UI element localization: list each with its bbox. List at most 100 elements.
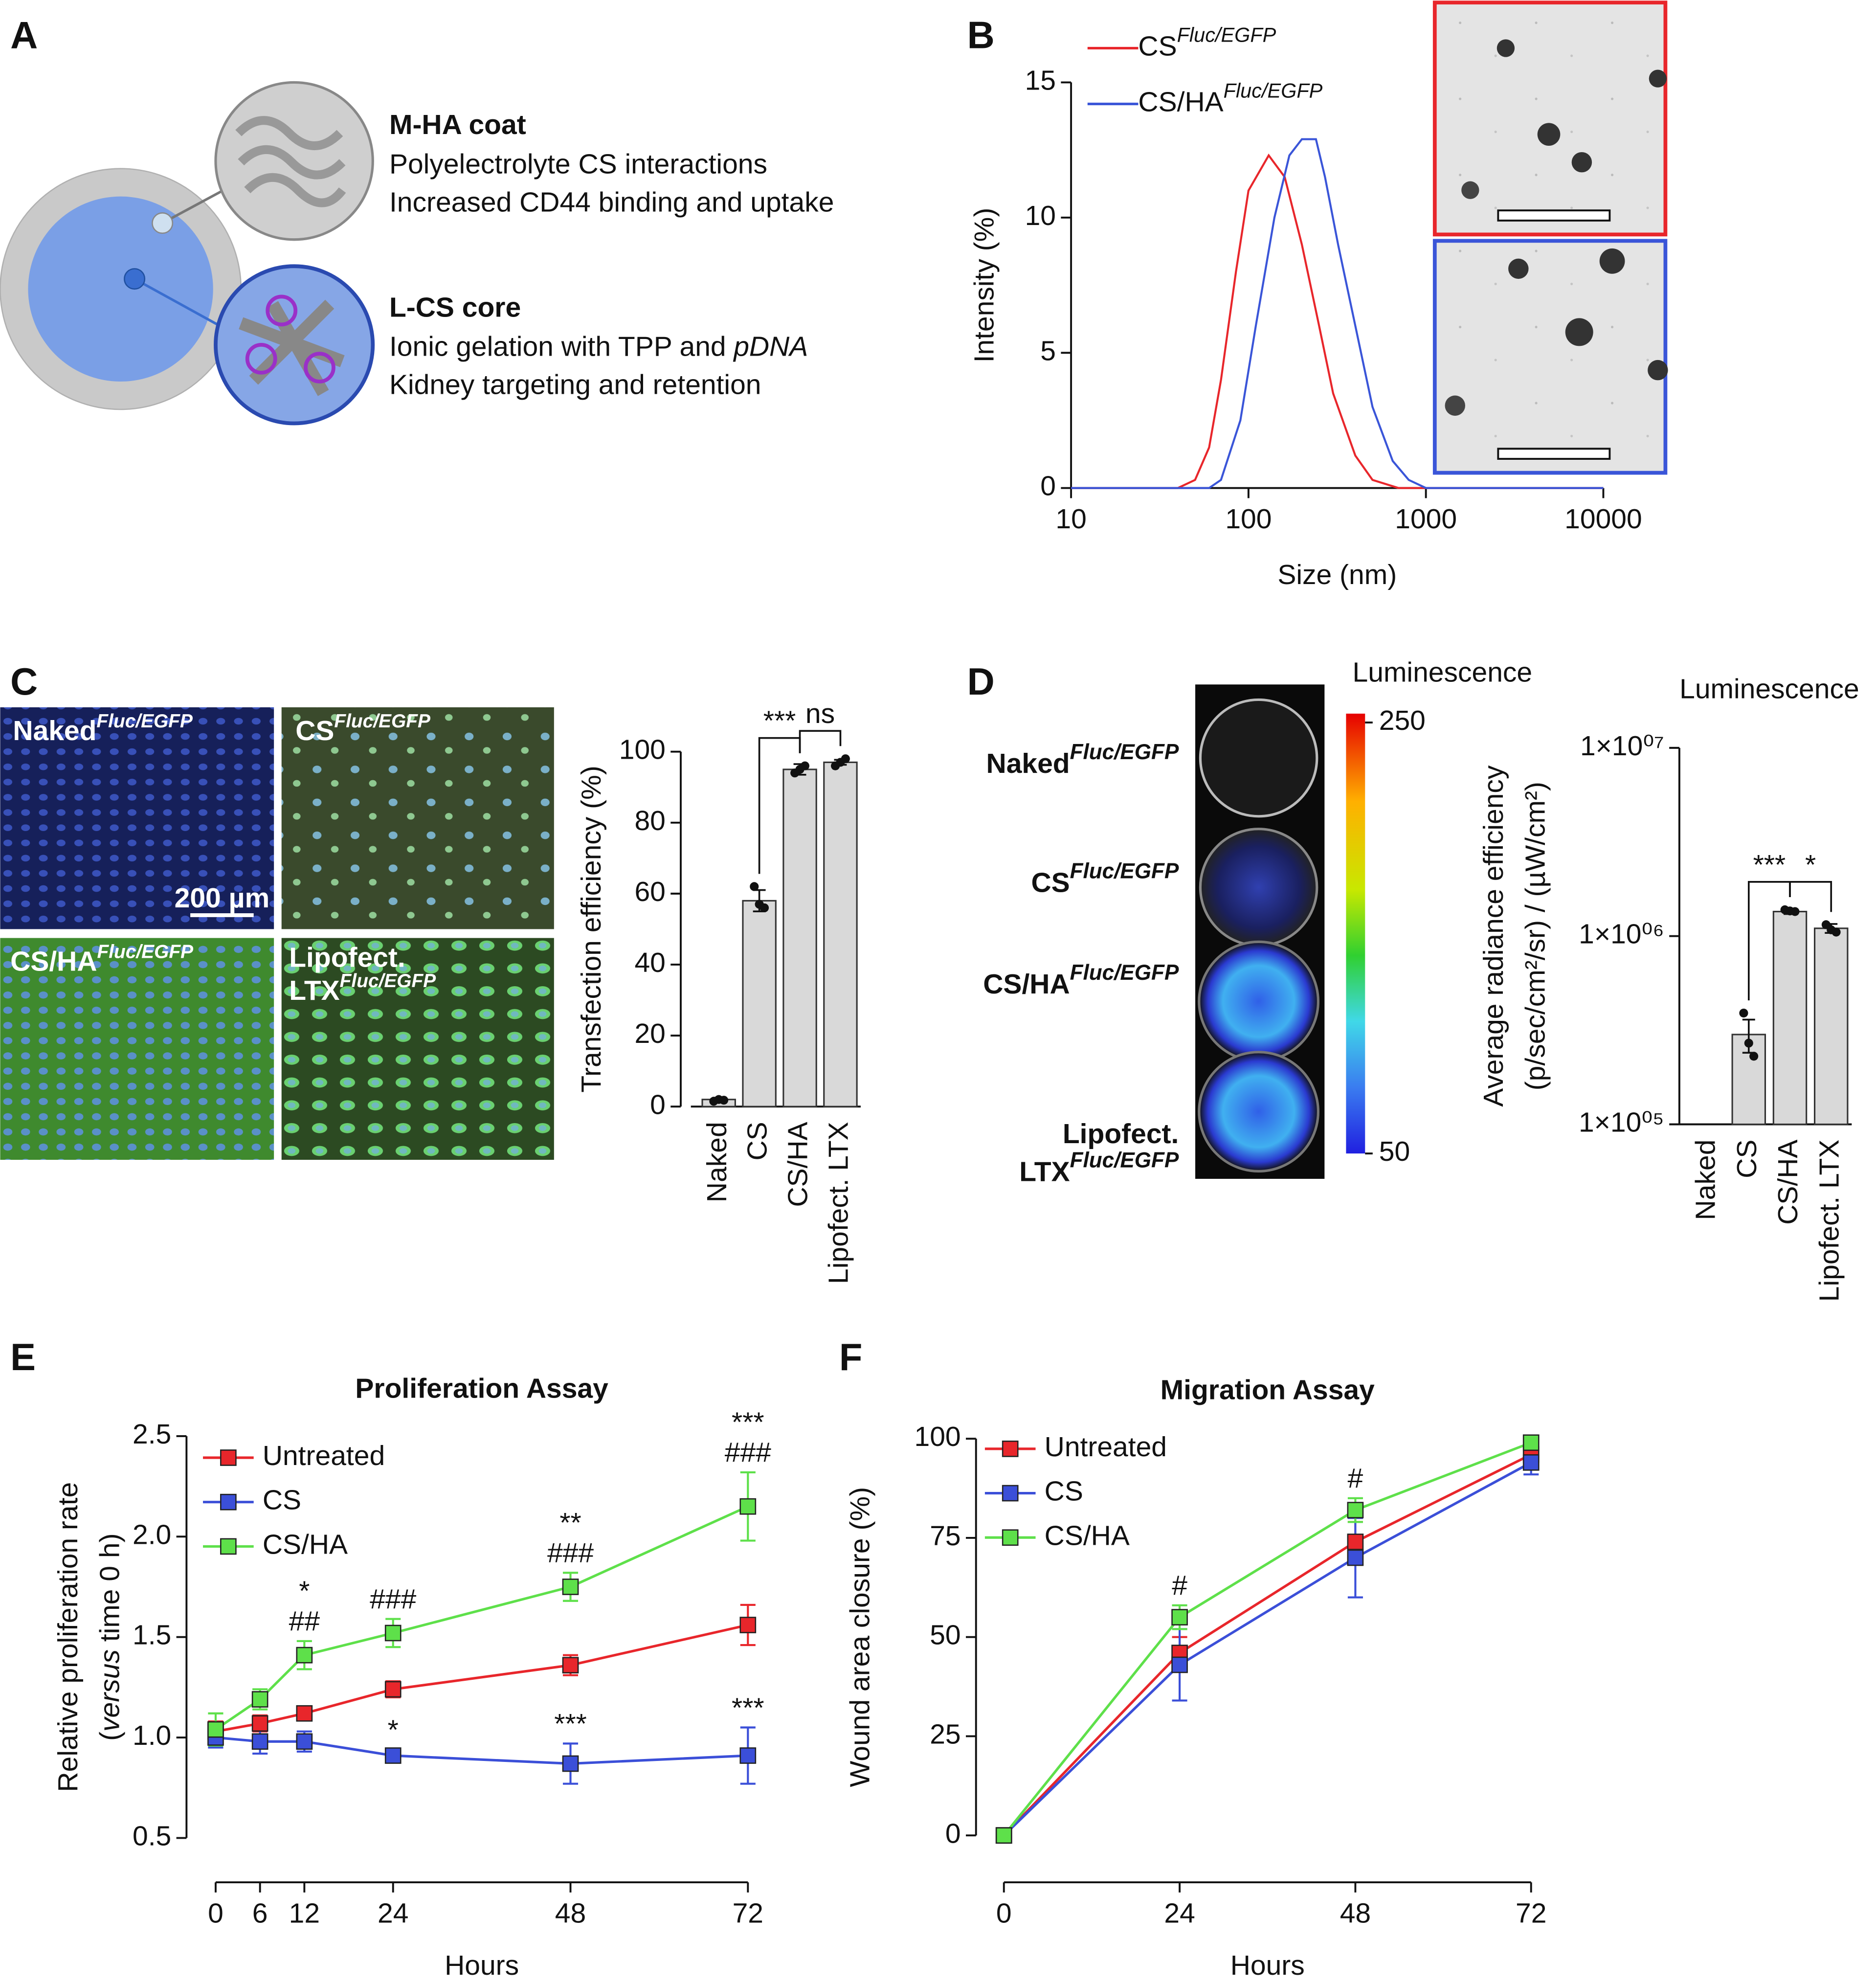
data-point xyxy=(1739,1008,1748,1018)
x-tick-label: 48 xyxy=(1340,1898,1371,1929)
x-tick-label: 6 xyxy=(252,1898,268,1929)
coat-line: Polyelectrolyte CS interactions xyxy=(389,149,767,180)
annotation: ## xyxy=(289,1606,320,1637)
well-label-text: CS xyxy=(1031,867,1070,899)
marker xyxy=(296,1705,313,1722)
core-line: Ionic gelation with TPP and pDNA xyxy=(389,331,808,362)
legend-label: CSFluc/EGFP xyxy=(1138,23,1276,62)
series-line xyxy=(1003,1461,1532,1837)
annotation: ### xyxy=(547,1537,594,1569)
marker xyxy=(207,1721,224,1738)
series-line xyxy=(215,1736,748,1765)
core-line-text: Ionic gelation with TPP and xyxy=(389,331,726,362)
legend-label: CS xyxy=(1045,1476,1083,1507)
y-tick-label: 60 xyxy=(634,876,665,907)
panel-label: D xyxy=(967,661,995,703)
well-label: Lipofect. xyxy=(1063,1118,1179,1150)
legend-label-text: CS/HA xyxy=(1045,1520,1130,1551)
micrograph-label-sup: Fluc/EGFP xyxy=(96,711,193,732)
y-axis-label-part: versus xyxy=(94,1649,126,1732)
x-tick-label: 24 xyxy=(378,1898,408,1929)
legend-marker xyxy=(1002,1529,1019,1546)
data-point xyxy=(1831,927,1841,937)
marker xyxy=(739,1617,757,1633)
marker xyxy=(384,1681,402,1698)
marker xyxy=(296,1733,313,1750)
marker xyxy=(251,1691,268,1708)
legend-label-text: CS xyxy=(1138,31,1177,62)
y-tick-label: 15 xyxy=(1025,65,1056,96)
chart-title: Proliferation Assay xyxy=(355,1373,608,1404)
x-tick-label: 10000 xyxy=(1564,503,1642,535)
y-tick-label: 0 xyxy=(650,1089,666,1120)
significance-label: *** xyxy=(1753,849,1786,880)
series-line xyxy=(1003,1441,1532,1836)
marker xyxy=(384,1747,402,1764)
micrograph-label-text: Lipofect. xyxy=(289,942,405,973)
annotation: *** xyxy=(732,1406,764,1438)
series-line xyxy=(1071,138,1604,489)
bar xyxy=(742,900,777,1107)
y-tick-label: 5 xyxy=(1040,335,1056,366)
bar xyxy=(782,768,817,1107)
micrograph-label-text: CS xyxy=(295,715,334,746)
y-tick-label: 40 xyxy=(634,947,665,978)
x-tick-label: 48 xyxy=(555,1898,586,1929)
well-label: NakedFluc/EGFP xyxy=(986,740,1179,779)
y-axis-label: Relative proliferation rate xyxy=(52,1482,84,1792)
x-tick-label: Naked xyxy=(1690,1140,1721,1220)
x-tick-label: CS xyxy=(742,1122,773,1160)
y-tick-label: 100 xyxy=(619,734,666,766)
marker xyxy=(995,1827,1012,1844)
legend-label: Untreated xyxy=(1045,1431,1167,1463)
x-tick-label: 12 xyxy=(289,1898,320,1929)
micrograph-label-sup: Fluc/EGFP xyxy=(340,970,436,992)
legend-marker xyxy=(1002,1441,1019,1457)
micrograph-label-sup: Fluc/EGFP xyxy=(97,941,194,962)
well-label-text: CS/HA xyxy=(983,969,1070,1000)
y-tick-label: 2.5 xyxy=(133,1419,171,1450)
well-label-sup: Fluc/EGFP xyxy=(1070,859,1179,883)
x-tick-label: 72 xyxy=(733,1898,763,1929)
y-axis-label: Wound area closure (%) xyxy=(845,1487,876,1787)
well-label-sup: Fluc/EGFP xyxy=(1070,961,1179,985)
significance-label: *** xyxy=(763,705,796,737)
legend-label-text: CS/HA xyxy=(1138,87,1223,118)
panel-label: B xyxy=(967,14,995,56)
x-tick-label: 72 xyxy=(1516,1898,1546,1929)
x-axis-label: Hours xyxy=(1230,1950,1305,1981)
annotation: * xyxy=(388,1714,399,1745)
x-tick-label: CS xyxy=(1731,1140,1763,1178)
marker xyxy=(296,1647,313,1664)
micrograph-label: NakedFluc/EGFP xyxy=(13,711,193,746)
y-axis-label: (versus time 0 h) xyxy=(94,1533,126,1740)
marker xyxy=(384,1624,402,1642)
annotation: *** xyxy=(732,1692,764,1723)
legend-label-sup: Fluc/EGFP xyxy=(1177,23,1276,46)
y-axis-label: Transfection efficiency (%) xyxy=(576,766,607,1092)
nanoparticle-diagram xyxy=(0,81,375,426)
series-line xyxy=(1071,153,1604,489)
y-axis-label: (p/sec/cm²/sr) / (µW/cm²) xyxy=(1520,782,1551,1090)
coat-line: Increased CD44 binding and uptake xyxy=(389,186,834,218)
x-tick-label: 10 xyxy=(1055,503,1086,535)
marker xyxy=(562,1579,579,1595)
y-tick-label: 0 xyxy=(1040,471,1056,502)
micrograph-label-sup: Fluc/EGFP xyxy=(334,711,430,732)
data-point xyxy=(750,882,759,891)
annotation: *** xyxy=(554,1708,587,1739)
legend-label-sup: Fluc/EGFP xyxy=(1224,79,1323,102)
chart-title: Migration Assay xyxy=(1161,1374,1375,1405)
data-point xyxy=(1790,907,1800,916)
x-tick-label: CS/HA xyxy=(1772,1140,1804,1225)
y-axis-label-part: ( xyxy=(94,1732,126,1741)
micrograph-label: CSFluc/EGFP xyxy=(295,711,430,746)
chart-title: Luminescence xyxy=(1679,673,1859,704)
marker xyxy=(562,1657,579,1674)
legend-label-text: Untreated xyxy=(263,1440,385,1471)
legend-label: Untreated xyxy=(263,1440,385,1471)
legend-label-text: Untreated xyxy=(1045,1431,1167,1463)
well-label-sup: Fluc/EGFP xyxy=(1070,1149,1179,1173)
y-tick-label: 1.5 xyxy=(133,1620,171,1651)
